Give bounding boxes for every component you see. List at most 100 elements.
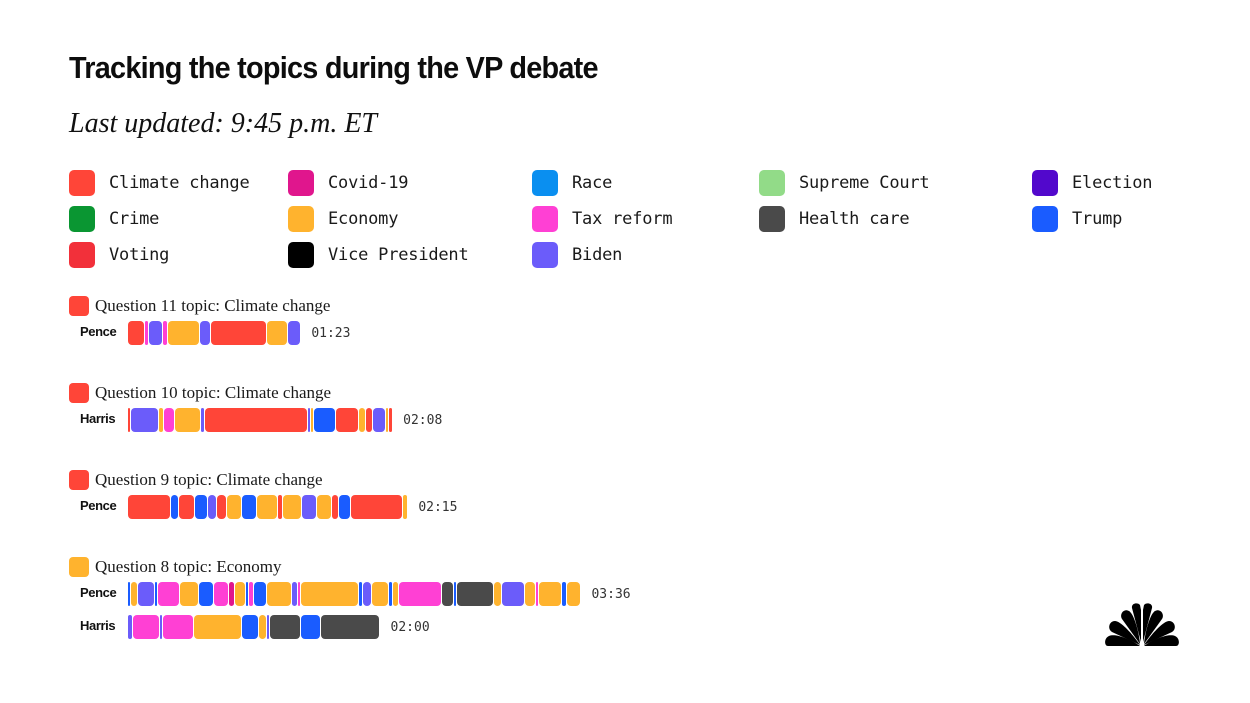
legend-item-election: Election xyxy=(1032,170,1152,196)
question-header: Question 8 topic: Economy xyxy=(69,556,282,578)
legend-swatch xyxy=(288,170,314,196)
question-block: Question 11 topic: Climate change Pence 01… xyxy=(69,295,350,345)
segment-economy xyxy=(392,582,399,606)
segment-climate xyxy=(388,408,393,432)
segment-economy xyxy=(159,408,164,432)
question-block: Question 9 topic: Climate change Pence 02:… xyxy=(69,469,457,519)
topic-timeline-bar xyxy=(128,408,393,432)
segment-tax xyxy=(163,615,194,639)
last-updated: Last updated: 9:45 p.m. ET xyxy=(69,108,377,139)
segment-biden xyxy=(267,615,270,639)
segment-health xyxy=(270,615,301,639)
segment-economy xyxy=(180,582,198,606)
segment-trump xyxy=(313,408,336,432)
legend-label: Economy xyxy=(328,209,399,229)
topic-timeline-bar xyxy=(128,321,301,345)
segment-biden xyxy=(288,321,301,345)
legend-label: Supreme Court xyxy=(799,173,930,193)
question-block: Question 10 topic: Climate change Harris 0… xyxy=(69,382,442,432)
segment-biden xyxy=(208,495,216,519)
segment-economy xyxy=(175,408,200,432)
segment-tax xyxy=(157,582,180,606)
legend-label: Health care xyxy=(799,209,910,229)
segment-trump xyxy=(358,582,363,606)
topic-timeline-bar xyxy=(128,495,408,519)
segment-trump xyxy=(301,615,320,639)
segment-covid xyxy=(228,582,234,606)
topic-timeline-bar xyxy=(128,582,581,606)
legend-item-race: Race xyxy=(532,170,612,196)
segment-tax xyxy=(297,582,300,606)
legend-item-economy: Economy xyxy=(288,206,398,232)
speaking-duration: 03:36 xyxy=(591,587,631,602)
topic-timeline-bar xyxy=(128,615,380,639)
speaker-name: Pence xyxy=(80,585,117,600)
segment-biden xyxy=(292,582,297,606)
segment-tax xyxy=(163,321,167,345)
segment-biden xyxy=(307,408,310,432)
segment-economy xyxy=(167,321,199,345)
segment-tax xyxy=(248,582,253,606)
segment-climate xyxy=(128,321,145,345)
segment-climate xyxy=(336,408,358,432)
segment-climate xyxy=(277,495,283,519)
legend-item-tax: Tax reform xyxy=(532,206,673,232)
segment-economy xyxy=(402,495,408,519)
segment-biden xyxy=(200,408,204,432)
legend-item-trump: Trump xyxy=(1032,206,1122,232)
segment-trump xyxy=(154,582,157,606)
legend-item-scotus: Supreme Court xyxy=(759,170,930,196)
segment-biden xyxy=(131,408,159,432)
segment-health xyxy=(320,615,380,639)
question-title: Question 9 topic: Climate change xyxy=(95,470,323,489)
segment-economy xyxy=(493,582,502,606)
legend-item-crime: Crime xyxy=(69,206,159,232)
question-topic-swatch xyxy=(69,557,89,577)
legend-item-covid: Covid-19 xyxy=(288,170,408,196)
question-header: Question 10 topic: Climate change xyxy=(69,382,331,404)
segment-economy xyxy=(539,582,561,606)
segment-trump xyxy=(170,495,179,519)
segment-tax xyxy=(164,408,175,432)
segment-economy xyxy=(234,582,245,606)
segment-economy xyxy=(257,495,277,519)
segment-economy xyxy=(524,582,536,606)
question-topic-swatch xyxy=(69,296,89,316)
segment-biden xyxy=(149,321,163,345)
segment-economy xyxy=(227,495,242,519)
legend-item-vp: Vice President xyxy=(288,242,469,268)
segment-climate xyxy=(179,495,195,519)
segment-biden xyxy=(160,615,163,639)
segment-health xyxy=(442,582,453,606)
segment-trump xyxy=(245,582,248,606)
peacock-logo-icon xyxy=(1105,603,1179,646)
legend-label: Trump xyxy=(1072,209,1123,229)
segment-trump xyxy=(561,582,567,606)
question-header: Question 11 topic: Climate change xyxy=(69,295,330,317)
legend-label: Biden xyxy=(572,245,623,265)
legend-swatch xyxy=(532,170,558,196)
legend-swatch xyxy=(288,242,314,268)
legend-label: Race xyxy=(572,173,613,193)
speaking-duration: 01:23 xyxy=(311,326,351,341)
segment-trump xyxy=(128,582,131,606)
legend-label: Covid-19 xyxy=(328,173,409,193)
segment-climate xyxy=(351,495,402,519)
segment-economy xyxy=(567,582,581,606)
segment-economy xyxy=(371,582,388,606)
segment-tax xyxy=(213,582,228,606)
legend-swatch xyxy=(532,206,558,232)
segment-trump xyxy=(453,582,457,606)
speaker-name: Harris xyxy=(80,618,116,633)
page-title: Tracking the topics during the VP debate xyxy=(69,50,599,85)
segment-economy xyxy=(131,582,137,606)
legend-swatch xyxy=(288,206,314,232)
segment-health xyxy=(457,582,493,606)
segment-economy xyxy=(310,408,313,432)
segment-climate xyxy=(216,495,227,519)
segment-climate xyxy=(211,321,267,345)
segment-economy xyxy=(194,615,242,639)
question-title: Question 10 topic: Climate change xyxy=(95,383,332,402)
segment-economy xyxy=(266,582,292,606)
legend-label: Climate change xyxy=(109,173,250,193)
